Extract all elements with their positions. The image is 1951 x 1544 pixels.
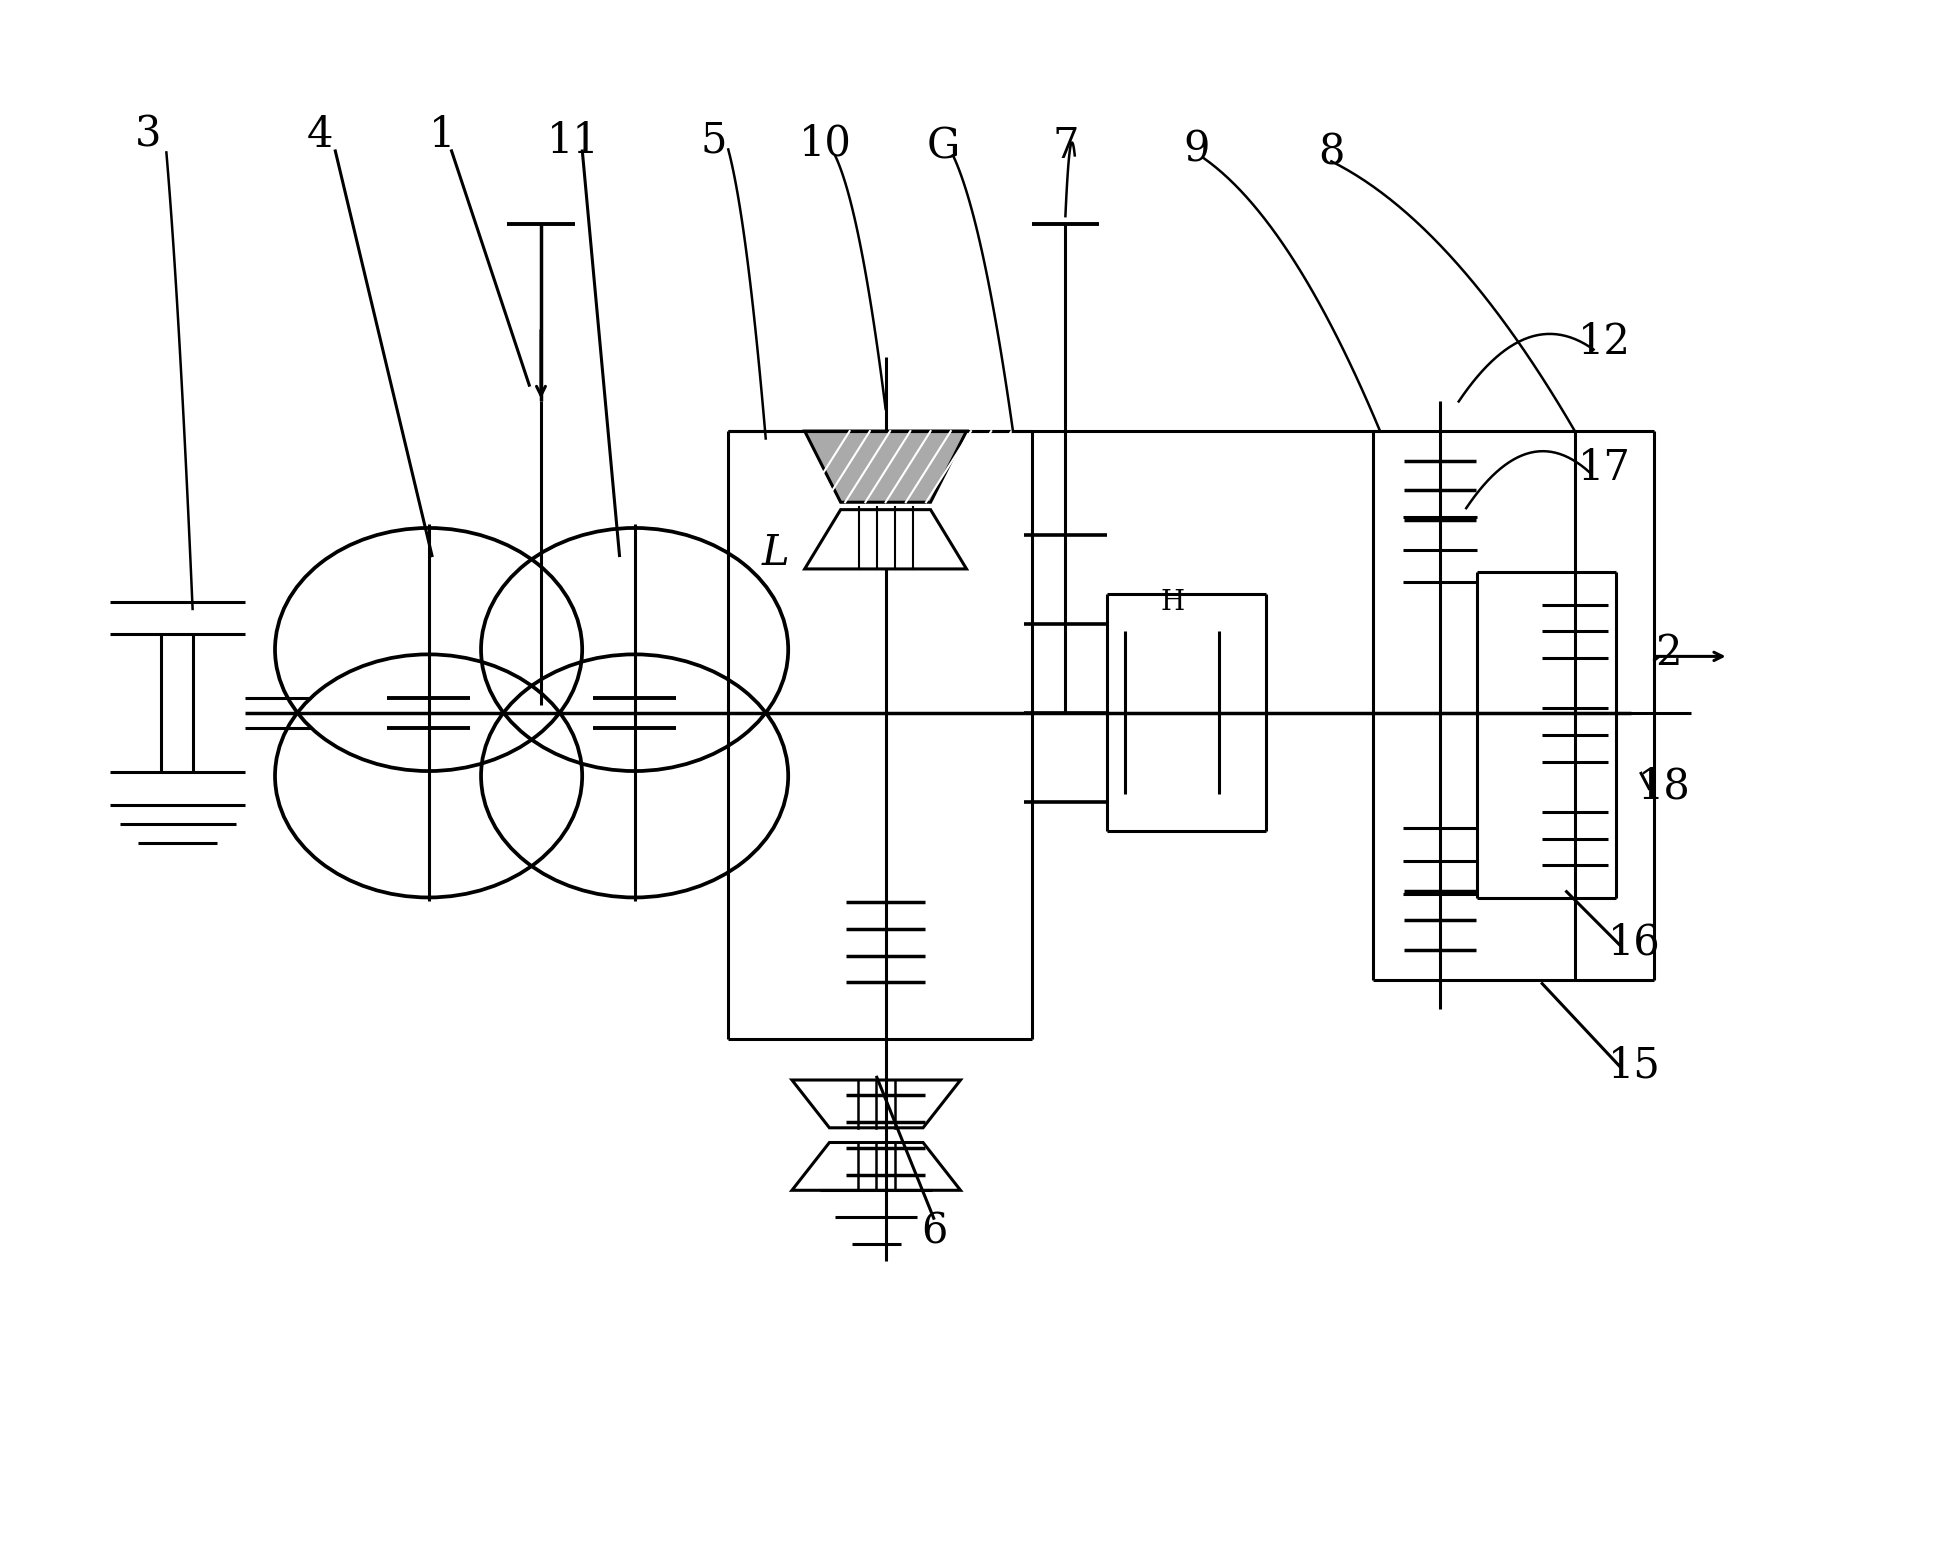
Text: 10: 10	[800, 122, 853, 165]
Text: 18: 18	[1639, 766, 1692, 808]
Text: H: H	[1161, 590, 1184, 616]
Text: G: G	[927, 125, 960, 167]
Polygon shape	[804, 431, 966, 502]
Text: 15: 15	[1608, 1044, 1660, 1087]
Text: 16: 16	[1608, 922, 1660, 963]
Text: 1: 1	[429, 114, 455, 156]
Text: L: L	[761, 531, 788, 574]
Text: 9: 9	[1184, 128, 1210, 170]
Polygon shape	[792, 1143, 960, 1190]
Text: 3: 3	[135, 114, 160, 156]
Text: 4: 4	[306, 114, 334, 156]
Text: 11: 11	[546, 119, 599, 162]
Text: 2: 2	[1654, 633, 1682, 675]
Text: 8: 8	[1319, 131, 1344, 173]
Text: 6: 6	[921, 1210, 948, 1252]
Text: 7: 7	[1052, 125, 1079, 167]
Text: 12: 12	[1578, 321, 1631, 363]
Polygon shape	[792, 1079, 960, 1127]
Text: 17: 17	[1578, 448, 1631, 489]
Text: 5: 5	[700, 119, 726, 162]
Polygon shape	[804, 510, 966, 568]
